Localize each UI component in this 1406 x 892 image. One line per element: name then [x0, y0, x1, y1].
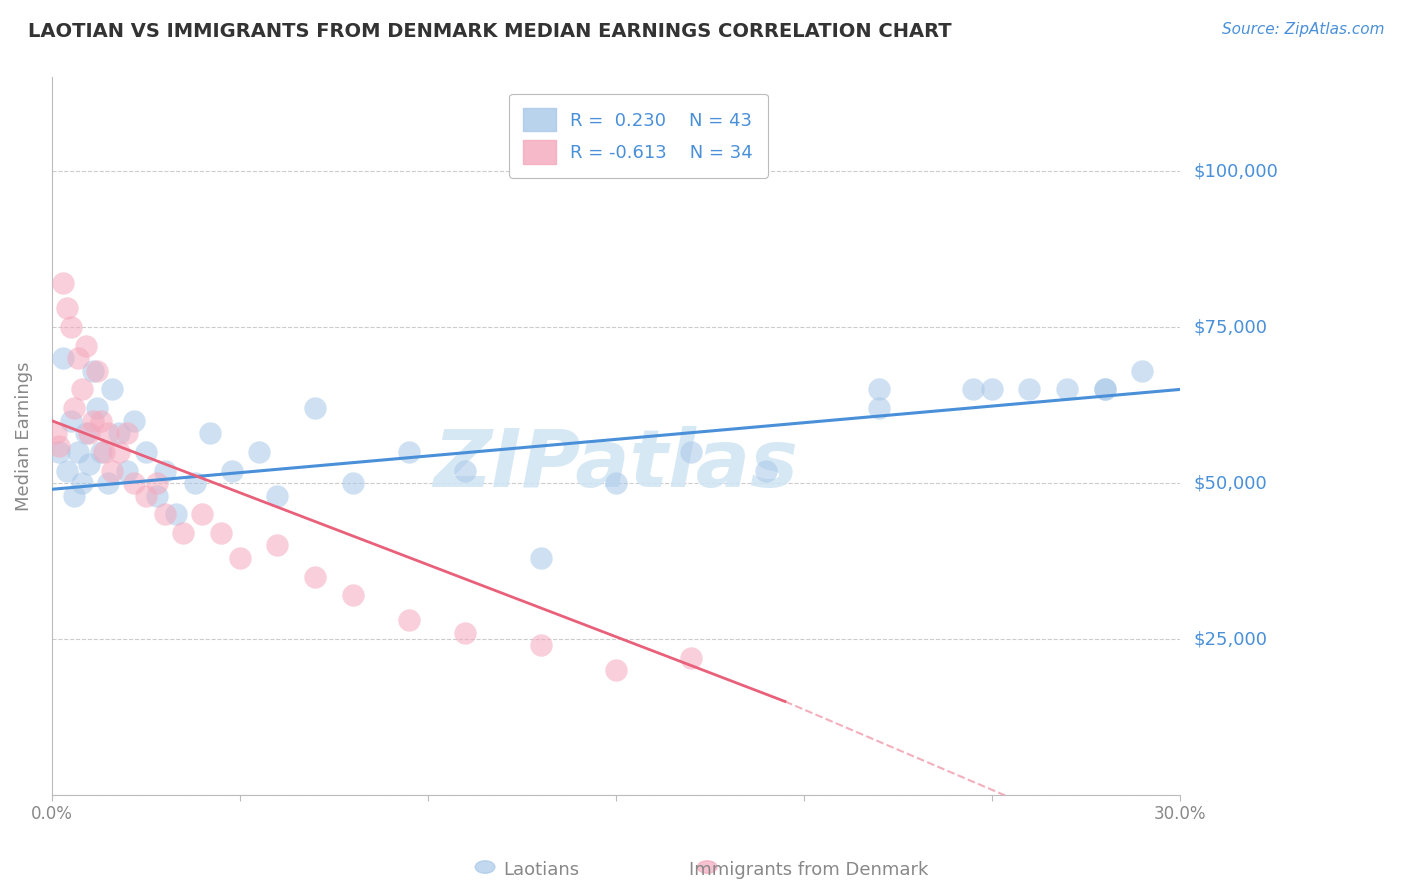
Point: [868, 383, 890, 397]
Point: [79, 426, 101, 441]
Point: [529, 550, 551, 565]
Point: [146, 489, 169, 503]
Point: [82, 414, 104, 428]
Point: [247, 445, 270, 459]
Point: [108, 445, 131, 459]
Point: [398, 445, 420, 459]
Point: [56, 301, 79, 316]
Text: $25,000: $25,000: [1194, 630, 1268, 648]
Point: [1018, 383, 1040, 397]
Point: [97, 476, 120, 491]
Point: [115, 426, 138, 441]
Point: [398, 613, 420, 627]
Point: [48, 445, 70, 459]
Point: [70, 383, 93, 397]
Point: [124, 414, 146, 428]
Point: [605, 476, 627, 491]
Point: [342, 476, 364, 491]
Point: [172, 526, 194, 541]
Point: [1094, 383, 1116, 397]
Point: [153, 464, 176, 478]
Text: $100,000: $100,000: [1194, 162, 1278, 180]
Point: [101, 464, 124, 478]
Point: [44, 426, 66, 441]
Point: [342, 588, 364, 602]
Point: [980, 383, 1002, 397]
Point: [93, 445, 115, 459]
Point: [82, 364, 104, 378]
Point: [679, 650, 702, 665]
Point: [52, 351, 75, 366]
Point: [59, 320, 82, 334]
Point: [266, 489, 288, 503]
Point: [90, 445, 112, 459]
Point: [221, 464, 243, 478]
Point: [48, 439, 70, 453]
Point: [79, 458, 101, 472]
Text: $50,000: $50,000: [1194, 474, 1267, 492]
Point: [183, 476, 205, 491]
Point: [75, 339, 97, 353]
Point: [209, 526, 232, 541]
Y-axis label: Median Earnings: Median Earnings: [15, 361, 32, 511]
Point: [304, 569, 326, 583]
Point: [266, 538, 288, 552]
Point: [229, 550, 252, 565]
Point: [108, 426, 131, 441]
Text: $75,000: $75,000: [1194, 318, 1268, 336]
Point: [165, 508, 187, 522]
Text: Laotians: Laotians: [503, 861, 579, 879]
Point: [90, 414, 112, 428]
Point: [529, 638, 551, 652]
Point: [97, 426, 120, 441]
Point: [868, 401, 890, 416]
Point: [63, 489, 86, 503]
Point: [75, 426, 97, 441]
Point: [962, 383, 984, 397]
Point: [86, 401, 108, 416]
Point: [124, 476, 146, 491]
Point: [59, 414, 82, 428]
Point: [70, 476, 93, 491]
Point: [67, 445, 90, 459]
Text: ZIPatlas: ZIPatlas: [433, 426, 799, 504]
Point: [56, 464, 79, 478]
Point: [1056, 383, 1078, 397]
Text: Source: ZipAtlas.com: Source: ZipAtlas.com: [1222, 22, 1385, 37]
Point: [679, 445, 702, 459]
Point: [135, 445, 157, 459]
Point: [101, 383, 124, 397]
Point: [191, 508, 214, 522]
Point: [454, 464, 477, 478]
Point: [63, 401, 86, 416]
Point: [67, 351, 90, 366]
Point: [86, 364, 108, 378]
Point: [153, 508, 176, 522]
Point: [454, 625, 477, 640]
Legend: R =  0.230    N = 43, R = -0.613    N = 34: R = 0.230 N = 43, R = -0.613 N = 34: [509, 94, 768, 178]
Point: [52, 277, 75, 291]
Point: [146, 476, 169, 491]
Point: [304, 401, 326, 416]
Point: [755, 464, 778, 478]
Point: [1094, 383, 1116, 397]
Point: [198, 426, 221, 441]
Text: LAOTIAN VS IMMIGRANTS FROM DENMARK MEDIAN EARNINGS CORRELATION CHART: LAOTIAN VS IMMIGRANTS FROM DENMARK MEDIA…: [28, 22, 952, 41]
Point: [115, 464, 138, 478]
Text: Immigrants from Denmark: Immigrants from Denmark: [689, 861, 928, 879]
Point: [1130, 364, 1153, 378]
Point: [605, 663, 627, 677]
Point: [135, 489, 157, 503]
